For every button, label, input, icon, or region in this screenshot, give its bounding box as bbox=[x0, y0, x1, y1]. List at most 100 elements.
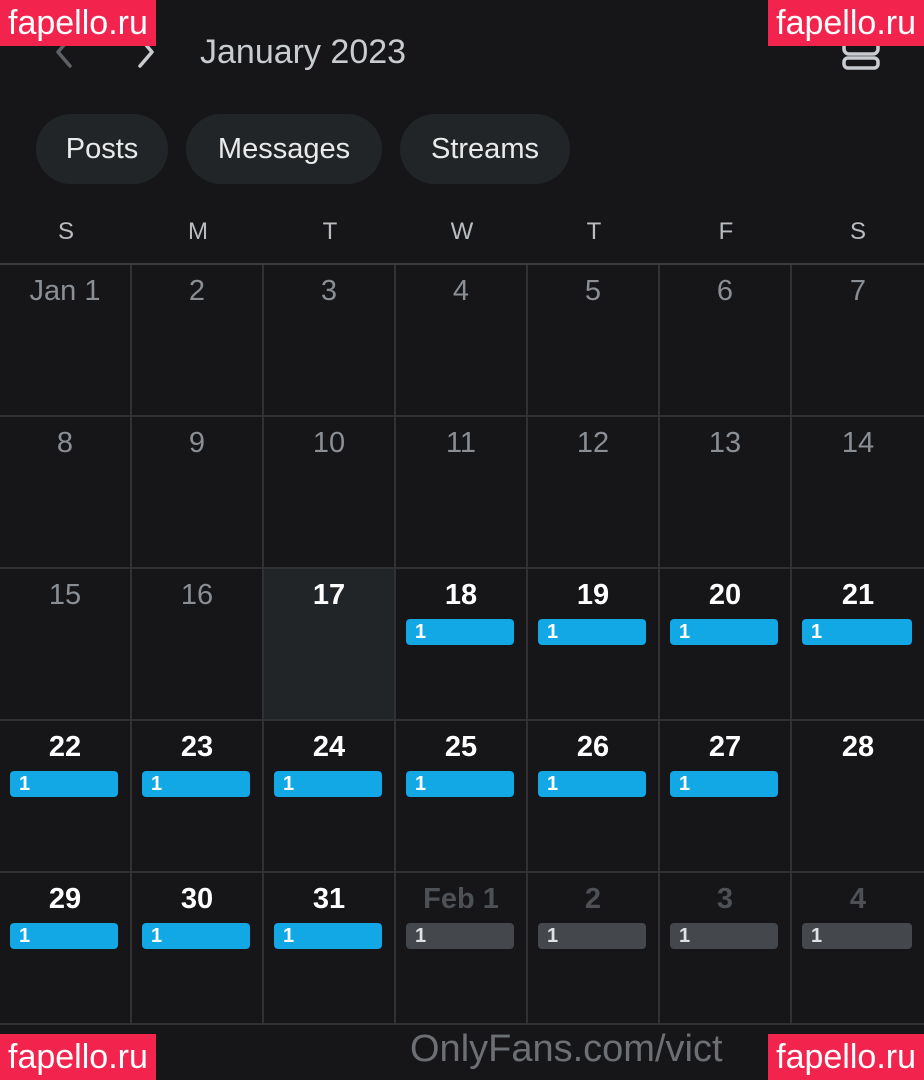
day-number: 2 bbox=[584, 883, 602, 915]
day-number: 28 bbox=[841, 731, 875, 763]
day-number: 15 bbox=[48, 579, 82, 611]
calendar-day-cell[interactable]: 10 bbox=[264, 417, 396, 569]
scheduled-count-badge[interactable]: 1 bbox=[142, 771, 250, 797]
filter-messages[interactable]: Messages bbox=[186, 114, 382, 184]
calendar-day-cell[interactable]: 27 1 bbox=[660, 721, 792, 873]
day-number: 5 bbox=[584, 275, 602, 307]
day-number: 24 bbox=[312, 731, 346, 763]
day-number: 12 bbox=[576, 427, 610, 459]
calendar-day-cell[interactable]: 21 1 bbox=[792, 569, 924, 721]
day-number: 30 bbox=[180, 883, 214, 915]
calendar-day-cell[interactable]: 4 bbox=[396, 265, 528, 417]
scheduled-count-badge[interactable]: 1 bbox=[670, 771, 778, 797]
day-number: 10 bbox=[312, 427, 346, 459]
calendar-day-cell[interactable]: 2 bbox=[132, 265, 264, 417]
day-number: 3 bbox=[716, 883, 734, 915]
filter-posts[interactable]: Posts bbox=[36, 114, 168, 184]
scheduled-count-badge[interactable]: 1 bbox=[274, 771, 382, 797]
day-number: Jan 1 bbox=[29, 275, 101, 307]
day-number: 14 bbox=[841, 427, 875, 459]
calendar-grid: Jan 1 2 3 4 5 6 7 8 9 10 11 12 13 14 15 16 17 18 1 19 1 20 1 21… bbox=[0, 263, 924, 1025]
scheduled-count-badge[interactable]: 1 bbox=[802, 619, 912, 645]
weekday-label: T bbox=[586, 218, 602, 245]
day-number: 9 bbox=[188, 427, 206, 459]
day-number: Feb 1 bbox=[423, 883, 499, 915]
day-number: 16 bbox=[180, 579, 214, 611]
calendar-day-cell[interactable]: 8 bbox=[0, 417, 132, 569]
day-number: 25 bbox=[444, 731, 478, 763]
day-number: 7 bbox=[849, 275, 867, 307]
calendar-day-cell[interactable]: 31 1 bbox=[264, 873, 396, 1025]
calendar-day-cell[interactable]: 12 bbox=[528, 417, 660, 569]
weekday-label: S bbox=[57, 218, 74, 245]
calendar-day-cell[interactable]: 29 1 bbox=[0, 873, 132, 1025]
scheduled-count-badge[interactable]: 1 bbox=[406, 619, 514, 645]
calendar-day-cell[interactable]: 11 bbox=[396, 417, 528, 569]
calendar-day-cell[interactable]: 6 bbox=[660, 265, 792, 417]
weekday-label: M bbox=[188, 218, 208, 245]
calendar-day-cell[interactable]: 5 bbox=[528, 265, 660, 417]
scheduled-count-badge[interactable]: 1 bbox=[142, 923, 250, 949]
scheduled-count-badge[interactable]: 1 bbox=[406, 771, 514, 797]
month-title: January 2023 bbox=[200, 33, 407, 71]
calendar-day-cell[interactable]: 20 1 bbox=[660, 569, 792, 721]
calendar-header: January 2023 bbox=[0, 0, 924, 100]
calendar-day-cell[interactable]: 7 bbox=[792, 265, 924, 417]
calendar-day-cell[interactable]: 15 bbox=[0, 569, 132, 721]
calendar-day-cell[interactable]: 16 bbox=[132, 569, 264, 721]
calendar-day-cell[interactable]: 9 bbox=[132, 417, 264, 569]
calendar-day-cell[interactable]: 26 1 bbox=[528, 721, 660, 873]
calendar-day-cell[interactable]: 23 1 bbox=[132, 721, 264, 873]
weekday-label: F bbox=[718, 218, 734, 245]
day-number: 13 bbox=[708, 427, 742, 459]
footer-watermark: OnlyFans.com/vict bbox=[410, 1028, 723, 1070]
scheduled-count-badge[interactable]: 1 bbox=[10, 771, 118, 797]
calendar-day-cell[interactable]: 17 bbox=[264, 569, 396, 721]
day-number: 26 bbox=[576, 731, 610, 763]
weekday-label: S bbox=[849, 218, 866, 245]
watermark-badge: fapello.ru bbox=[0, 0, 156, 46]
day-number: 23 bbox=[180, 731, 214, 763]
calendar-day-cell[interactable]: 3 bbox=[264, 265, 396, 417]
calendar-day-cell[interactable]: 13 bbox=[660, 417, 792, 569]
watermark-badge: fapello.ru bbox=[768, 0, 924, 46]
day-number: 31 bbox=[312, 883, 346, 915]
filter-pills: Posts Messages Streams bbox=[36, 114, 570, 184]
scheduled-count-badge[interactable]: 1 bbox=[538, 619, 646, 645]
calendar-day-cell[interactable]: Feb 1 1 bbox=[396, 873, 528, 1025]
calendar-day-cell[interactable]: 18 1 bbox=[396, 569, 528, 721]
calendar-day-cell[interactable]: 30 1 bbox=[132, 873, 264, 1025]
scheduled-count-badge[interactable]: 1 bbox=[406, 923, 514, 949]
scheduled-count-badge[interactable]: 1 bbox=[538, 771, 646, 797]
day-number: 6 bbox=[716, 275, 734, 307]
scheduled-count-badge[interactable]: 1 bbox=[802, 923, 912, 949]
weekday-header: S M T W T F S bbox=[0, 210, 924, 254]
day-number: 21 bbox=[841, 579, 875, 611]
day-number: 22 bbox=[48, 731, 82, 763]
calendar-day-cell[interactable]: 14 bbox=[792, 417, 924, 569]
day-number: 18 bbox=[444, 579, 478, 611]
calendar-day-cell[interactable]: 24 1 bbox=[264, 721, 396, 873]
calendar-day-cell[interactable]: 28 bbox=[792, 721, 924, 873]
calendar-day-cell[interactable]: Jan 1 bbox=[0, 265, 132, 417]
calendar-day-cell[interactable]: 19 1 bbox=[528, 569, 660, 721]
calendar-day-cell[interactable]: 22 1 bbox=[0, 721, 132, 873]
day-number: 20 bbox=[708, 579, 742, 611]
day-number: 8 bbox=[56, 427, 74, 459]
scheduled-count-badge[interactable]: 1 bbox=[538, 923, 646, 949]
scheduled-count-badge[interactable]: 1 bbox=[670, 619, 778, 645]
day-number: 27 bbox=[708, 731, 742, 763]
scheduled-count-badge[interactable]: 1 bbox=[670, 923, 778, 949]
weekday-label: W bbox=[450, 218, 474, 245]
day-number: 19 bbox=[576, 579, 610, 611]
day-number: 29 bbox=[48, 883, 82, 915]
filter-streams[interactable]: Streams bbox=[400, 114, 570, 184]
calendar-day-cell[interactable]: 25 1 bbox=[396, 721, 528, 873]
scheduled-count-badge[interactable]: 1 bbox=[10, 923, 118, 949]
weekday-label: T bbox=[322, 218, 338, 245]
scheduled-count-badge[interactable]: 1 bbox=[274, 923, 382, 949]
